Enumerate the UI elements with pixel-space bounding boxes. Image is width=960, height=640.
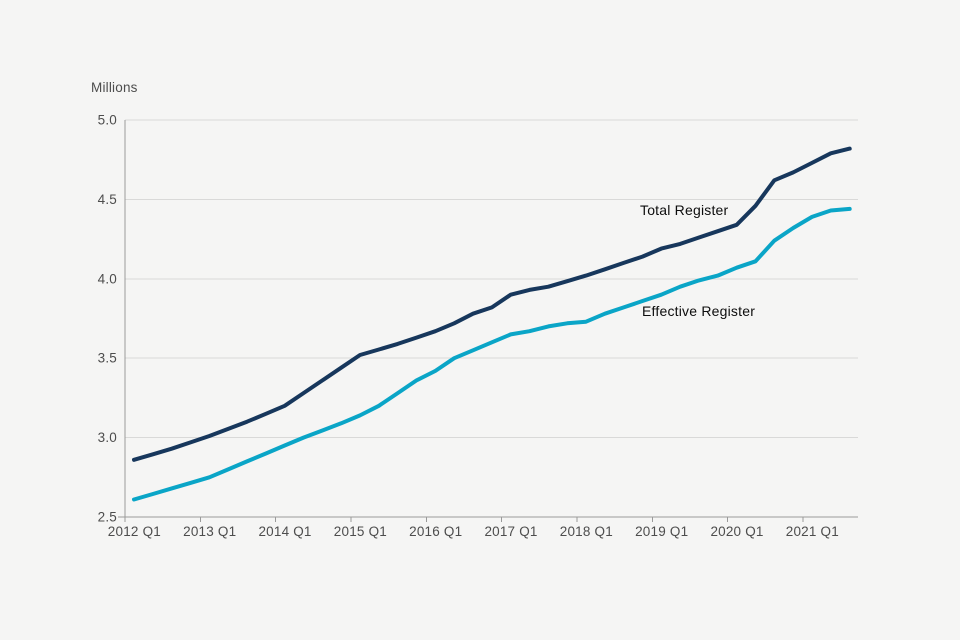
x-tick-label: 2016 Q1 xyxy=(409,524,462,539)
series-label-effective-register: Effective Register xyxy=(642,303,756,319)
x-tick-label: 2020 Q1 xyxy=(710,524,763,539)
y-tick-label: 5.0 xyxy=(98,113,117,128)
y-tick-label: 2.5 xyxy=(98,510,117,525)
x-tick-label: 2014 Q1 xyxy=(258,524,311,539)
x-tick-label: 2019 Q1 xyxy=(635,524,688,539)
x-tick-label: 2015 Q1 xyxy=(334,524,387,539)
y-tick-label: 4.0 xyxy=(98,271,117,286)
x-tick-label: 2017 Q1 xyxy=(484,524,537,539)
effective-register-line xyxy=(132,206,852,502)
series-label-total-register: Total Register xyxy=(640,202,729,218)
x-tick-label: 2013 Q1 xyxy=(183,524,236,539)
x-tick-label: 2021 Q1 xyxy=(786,524,839,539)
total-register-line xyxy=(132,146,852,462)
x-tick-label: 2018 Q1 xyxy=(560,524,613,539)
y-tick-label: 3.0 xyxy=(98,430,117,445)
y-tick-label: 3.5 xyxy=(98,351,117,366)
y-axis-unit-label: Millions xyxy=(91,80,138,95)
y-tick-label: 4.5 xyxy=(98,192,117,207)
x-tick-label: 2012 Q1 xyxy=(108,524,161,539)
